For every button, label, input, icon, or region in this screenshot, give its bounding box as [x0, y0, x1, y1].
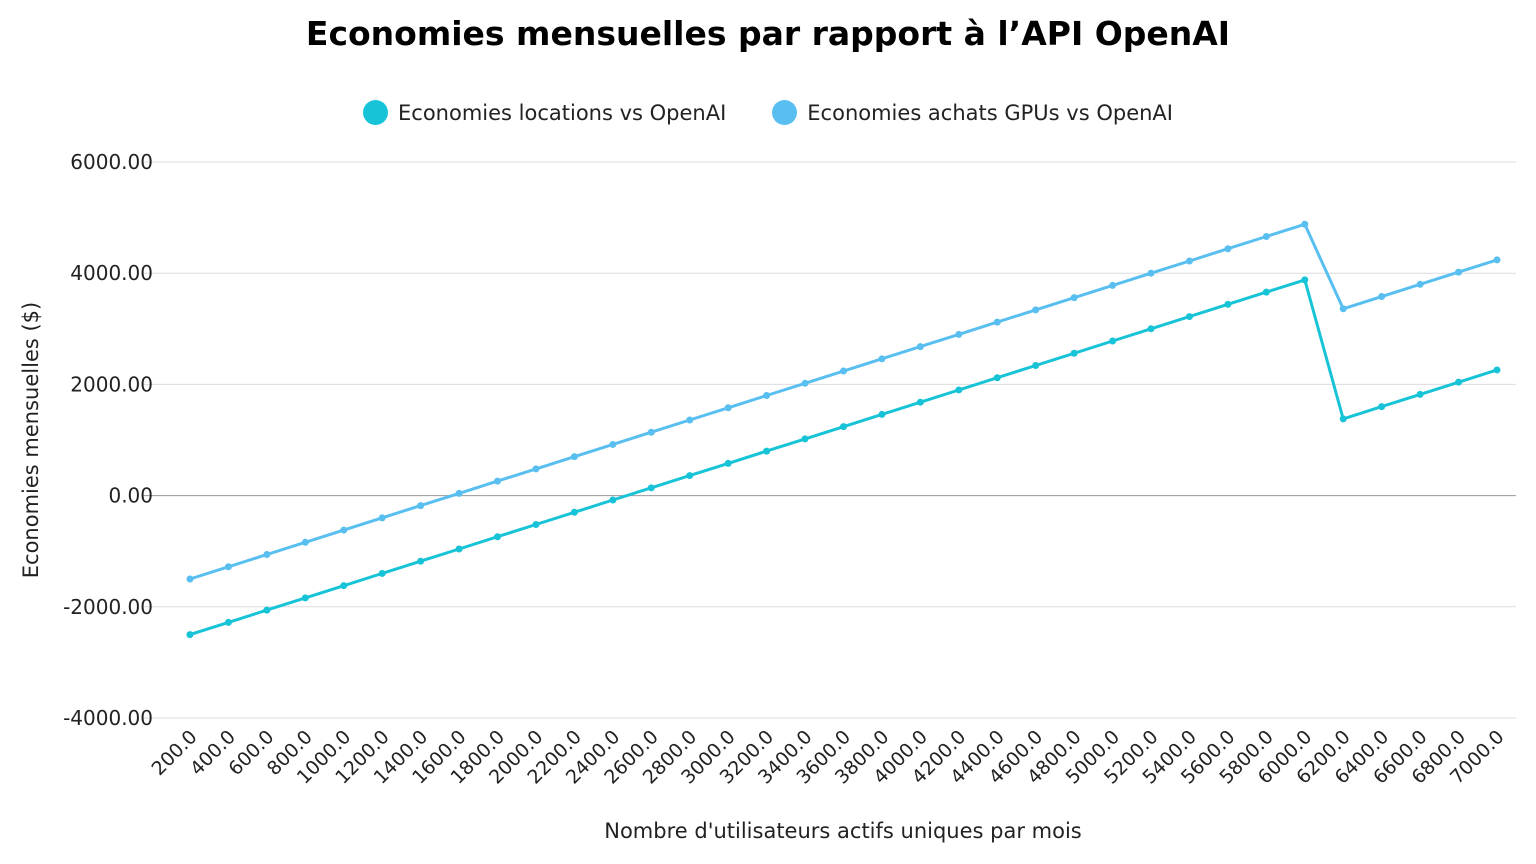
data-point[interactable] — [340, 582, 348, 590]
data-point[interactable] — [1455, 268, 1463, 276]
data-point[interactable] — [224, 563, 232, 571]
chart-title: Economies mensuelles par rapport à l’API… — [305, 14, 1231, 53]
data-point[interactable] — [801, 379, 809, 387]
y-tick-label: 6000.00 — [70, 150, 153, 174]
data-point[interactable] — [840, 367, 847, 375]
y-tick-label: -2000.00 — [63, 595, 153, 619]
data-point[interactable] — [1147, 325, 1155, 333]
data-point[interactable] — [532, 465, 540, 473]
data-point[interactable] — [1032, 361, 1040, 369]
series-line-0 — [189, 278, 1498, 637]
data-point[interactable] — [1185, 313, 1193, 321]
data-point[interactable] — [763, 447, 771, 455]
data-point[interactable] — [378, 569, 386, 577]
legend-label-achats: Economies achats GPUs vs OpenAI — [807, 100, 1173, 125]
data-point[interactable] — [916, 398, 924, 406]
x-axis-label: Nombre d'utilisateurs actifs uniques par… — [604, 819, 1082, 843]
data-point[interactable] — [494, 477, 502, 485]
legend-item-achats[interactable]: Economies achats GPUs vs OpenAI — [772, 100, 1173, 125]
data-point[interactable] — [1493, 366, 1501, 374]
data-point[interactable] — [1109, 337, 1117, 345]
data-point[interactable] — [1455, 378, 1463, 386]
data-point[interactable] — [1493, 256, 1501, 264]
data-point[interactable] — [263, 606, 271, 614]
data-point[interactable] — [1185, 257, 1193, 265]
data-point[interactable] — [455, 489, 463, 497]
data-point[interactable] — [301, 594, 309, 602]
legend-marker-achats — [772, 100, 798, 125]
data-point[interactable] — [340, 526, 348, 534]
data-point[interactable] — [1070, 294, 1078, 302]
legend-marker-locations — [363, 100, 388, 125]
series-lines — [186, 220, 1501, 639]
data-point[interactable] — [878, 355, 886, 363]
legend-item-locations[interactable]: Economies locations vs OpenAI — [363, 100, 726, 125]
data-point[interactable] — [647, 484, 655, 492]
data-point[interactable] — [1378, 403, 1386, 411]
data-point[interactable] — [494, 533, 502, 541]
data-point[interactable] — [301, 538, 309, 546]
data-point[interactable] — [763, 392, 771, 400]
data-point[interactable] — [686, 416, 694, 424]
data-point[interactable] — [570, 453, 578, 461]
data-point[interactable] — [686, 472, 694, 480]
data-point[interactable] — [186, 631, 194, 639]
data-point[interactable] — [878, 410, 886, 418]
data-point[interactable] — [916, 343, 924, 351]
data-point[interactable] — [263, 551, 271, 559]
data-point[interactable] — [1109, 281, 1117, 289]
data-point[interactable] — [455, 545, 463, 553]
data-point[interactable] — [647, 428, 655, 436]
y-axis-ticks: 6000.00 4000.00 2000.00 0.00 -2000.00 -4000.0… — [63, 150, 153, 730]
series-line-1 — [189, 222, 1498, 581]
data-point[interactable] — [417, 502, 425, 510]
data-point[interactable] — [1301, 220, 1309, 228]
data-point[interactable] — [1147, 269, 1155, 277]
data-point[interactable] — [609, 440, 617, 448]
data-point[interactable] — [993, 374, 1001, 382]
y-tick-label: 2000.00 — [70, 372, 153, 396]
data-point[interactable] — [1070, 349, 1078, 357]
data-point[interactable] — [1262, 288, 1270, 296]
data-point[interactable] — [1224, 300, 1232, 308]
data-point[interactable] — [724, 459, 732, 467]
data-point[interactable] — [1301, 276, 1309, 284]
y-tick-label: 4000.00 — [70, 261, 153, 285]
data-point[interactable] — [224, 618, 232, 626]
data-point[interactable] — [955, 386, 963, 394]
data-point[interactable] — [1416, 280, 1424, 288]
data-point[interactable] — [955, 330, 963, 338]
legend: Economies locations vs OpenAI Economies … — [0, 100, 1536, 125]
data-point[interactable] — [1224, 245, 1232, 253]
data-point[interactable] — [1339, 305, 1347, 313]
gridlines — [143, 161, 1516, 719]
y-tick-label: -4000.00 — [63, 706, 153, 730]
data-point[interactable] — [1339, 415, 1347, 423]
data-point[interactable] — [993, 318, 1001, 326]
data-point[interactable] — [609, 496, 617, 504]
data-point[interactable] — [570, 508, 578, 516]
y-axis-label: Economies mensuelles ($) — [19, 302, 43, 578]
data-point[interactable] — [186, 575, 194, 583]
data-point[interactable] — [724, 404, 732, 412]
data-point[interactable] — [840, 423, 847, 431]
data-point[interactable] — [1262, 233, 1270, 241]
y-tick-label: 0.00 — [108, 484, 153, 508]
legend-label-locations: Economies locations vs OpenAI — [398, 100, 727, 125]
data-point[interactable] — [1032, 306, 1040, 314]
data-point[interactable] — [801, 435, 809, 443]
data-point[interactable] — [1416, 390, 1424, 398]
data-point[interactable] — [532, 521, 540, 529]
data-point[interactable] — [1378, 293, 1386, 301]
data-point[interactable] — [417, 557, 425, 565]
x-axis-ticks: 200.0400.0600.0800.01000.01200.01400.016… — [148, 726, 1509, 789]
data-point[interactable] — [378, 514, 386, 522]
